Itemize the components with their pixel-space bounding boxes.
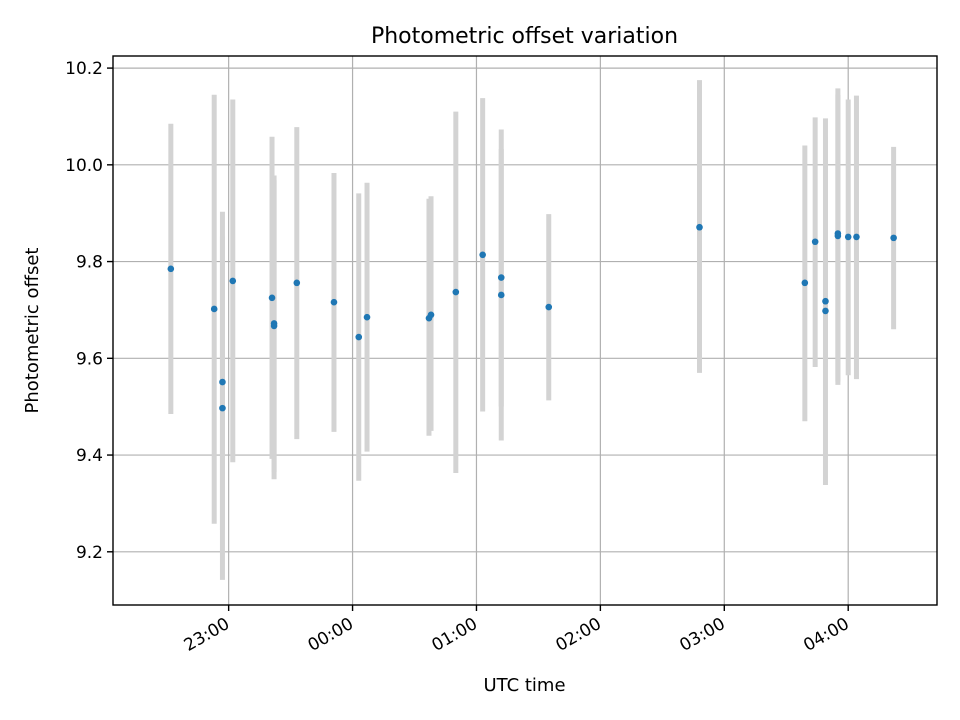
data-point <box>497 291 505 299</box>
y-tick-label: 10.2 <box>65 59 103 79</box>
y-tick-label: 10.0 <box>65 156 103 176</box>
data-point <box>497 274 505 281</box>
chart-title: Photometric offset variation <box>371 24 678 49</box>
data-point <box>696 223 703 231</box>
data-point <box>268 294 276 302</box>
data-point <box>229 277 237 285</box>
x-axis-ticks: 23:00 00:00 01:00 02:00 03:00 04:00 <box>181 605 853 656</box>
error-bars <box>168 80 897 580</box>
data-point <box>822 307 829 315</box>
data-point <box>167 265 175 273</box>
data-point <box>834 232 842 240</box>
data-points <box>167 223 897 412</box>
y-axis-label: Photometric offset <box>22 248 43 414</box>
y-tick-label: 9.8 <box>76 253 103 273</box>
data-point <box>427 311 435 319</box>
data-point <box>355 333 363 341</box>
x-tick-label: 01:00 <box>429 614 481 656</box>
data-point <box>890 234 897 242</box>
y-tick-label: 9.6 <box>76 349 103 369</box>
data-point <box>801 279 809 287</box>
x-tick-label: 00:00 <box>305 614 357 656</box>
x-tick-label: 03:00 <box>676 614 728 656</box>
x-tick-label: 23:00 <box>181 614 233 656</box>
x-tick-label: 02:00 <box>552 614 604 656</box>
data-point <box>822 297 829 305</box>
data-point <box>452 288 460 296</box>
data-point <box>210 305 218 313</box>
data-point <box>330 298 338 306</box>
y-tick-label: 9.4 <box>76 446 103 466</box>
data-point <box>545 303 553 311</box>
data-point <box>363 313 371 321</box>
data-point <box>219 378 226 386</box>
data-point <box>853 233 860 241</box>
x-tick-label: 04:00 <box>800 614 852 656</box>
data-point <box>219 404 226 412</box>
x-axis-label: UTC time <box>483 675 565 696</box>
data-point <box>811 238 819 246</box>
data-point <box>270 322 278 330</box>
y-axis-ticks: 9.2 9.4 9.6 9.8 10.0 10.2 <box>65 59 113 563</box>
plot-frame <box>112 55 938 606</box>
y-tick-label: 9.2 <box>76 543 103 563</box>
data-point <box>293 279 301 287</box>
data-point <box>844 233 852 241</box>
data-point <box>479 251 486 259</box>
